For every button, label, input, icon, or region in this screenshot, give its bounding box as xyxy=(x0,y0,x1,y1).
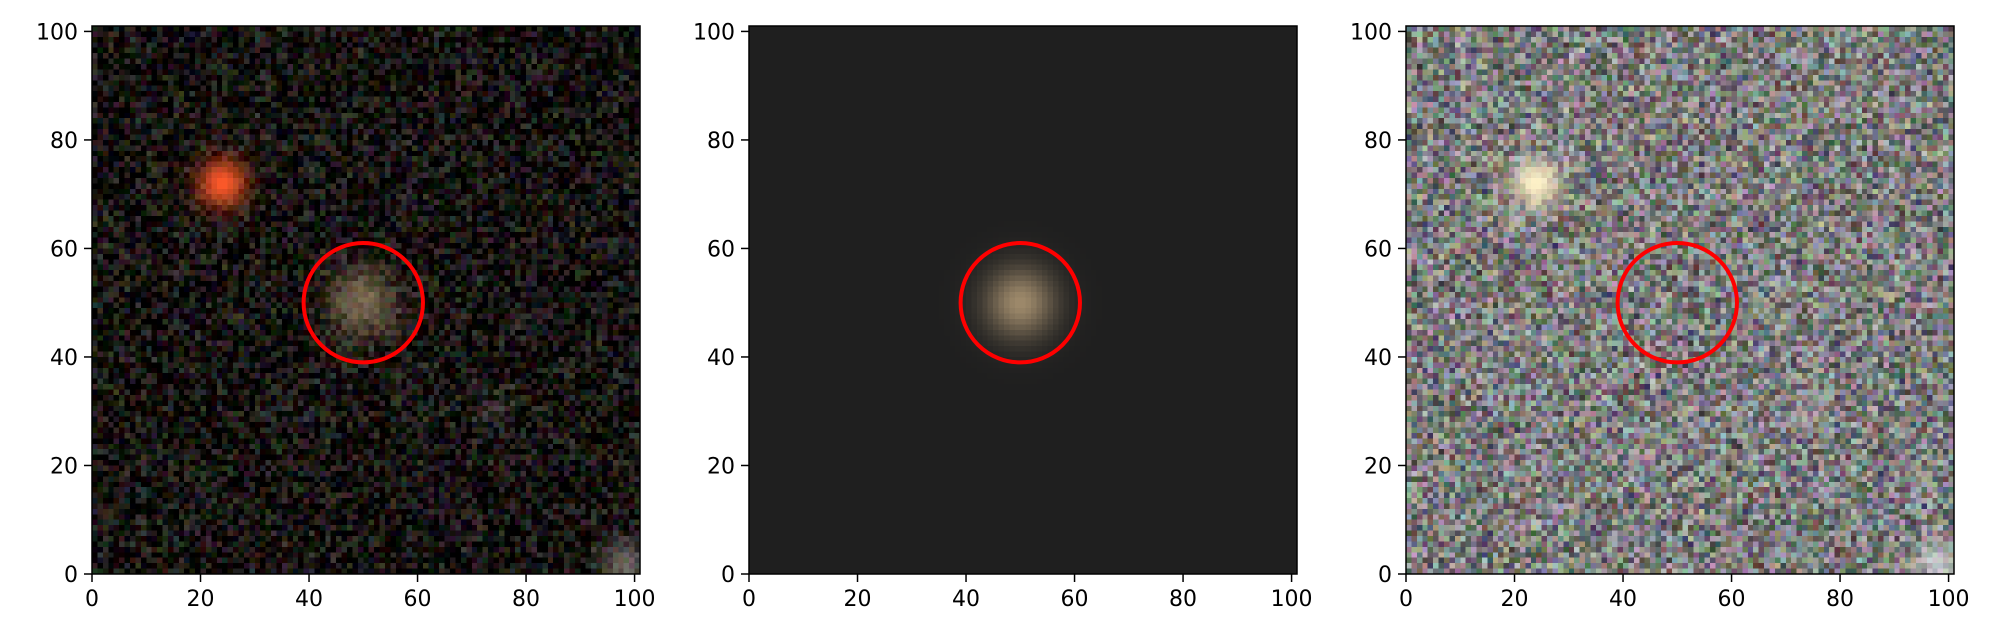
x-tick-label: 20 xyxy=(1501,587,1529,612)
y-tick-label: 40 xyxy=(50,346,78,371)
y-tick-label: 100 xyxy=(36,20,78,45)
x-tick-label: 40 xyxy=(952,587,980,612)
x-tick-label: 40 xyxy=(295,587,323,612)
x-tick-label: 100 xyxy=(1271,587,1313,612)
y-tick-label: 0 xyxy=(64,563,78,588)
y-tick-label: 40 xyxy=(1364,346,1392,371)
y-tick-label: 20 xyxy=(1364,454,1392,479)
y-tick-label: 0 xyxy=(721,563,735,588)
x-tick-label: 80 xyxy=(512,587,540,612)
y-tick-label: 80 xyxy=(50,129,78,154)
x-tick-label: 60 xyxy=(1718,587,1746,612)
y-tick-label: 60 xyxy=(1364,237,1392,262)
x-tick-label: 20 xyxy=(187,587,215,612)
y-tick-label: 40 xyxy=(707,346,735,371)
target-circle-marker xyxy=(301,241,425,365)
panel-observed: 0 20 40 60 80 100 0 20 40 60 80 100 xyxy=(36,20,656,612)
y-tick-label: 60 xyxy=(50,237,78,262)
x-tick-label: 60 xyxy=(1061,587,1089,612)
x-tick-label: 80 xyxy=(1826,587,1854,612)
y-tick-label: 60 xyxy=(707,237,735,262)
y-tick-label: 80 xyxy=(1364,129,1392,154)
y-tick-label: 0 xyxy=(1378,563,1392,588)
target-circle-marker xyxy=(1615,241,1739,365)
x-tick-label: 100 xyxy=(614,587,656,612)
x-tick-label: 0 xyxy=(85,587,99,612)
panel-residual: 0 20 40 60 80 100 0 20 40 60 80 100 xyxy=(1350,20,1970,612)
panel-model: 0 20 40 60 80 100 0 20 40 60 80 100 xyxy=(693,20,1313,612)
panels: 0 20 40 60 80 100 0 20 40 60 80 100 0 20 40 60 80 100 0 20 4… xyxy=(36,20,1970,612)
axes-frame xyxy=(1405,25,1955,575)
x-tick-label: 0 xyxy=(742,587,756,612)
x-tick-label: 100 xyxy=(1928,587,1970,612)
y-tick-label: 100 xyxy=(1350,20,1392,45)
target-circle-marker xyxy=(958,241,1082,365)
y-tick-label: 20 xyxy=(707,454,735,479)
panel-image-residual xyxy=(1406,26,1954,574)
y-tick-label: 100 xyxy=(693,20,735,45)
panel-image-observed xyxy=(92,26,640,574)
x-tick-label: 20 xyxy=(844,587,872,612)
panel-image-model xyxy=(749,26,1297,574)
y-tick-label: 80 xyxy=(707,129,735,154)
axes-frame xyxy=(748,25,1298,575)
x-tick-label: 80 xyxy=(1169,587,1197,612)
y-tick-label: 20 xyxy=(50,454,78,479)
axes-frame xyxy=(91,25,641,575)
x-tick-label: 40 xyxy=(1609,587,1637,612)
x-tick-label: 60 xyxy=(404,587,432,612)
x-tick-label: 0 xyxy=(1399,587,1413,612)
